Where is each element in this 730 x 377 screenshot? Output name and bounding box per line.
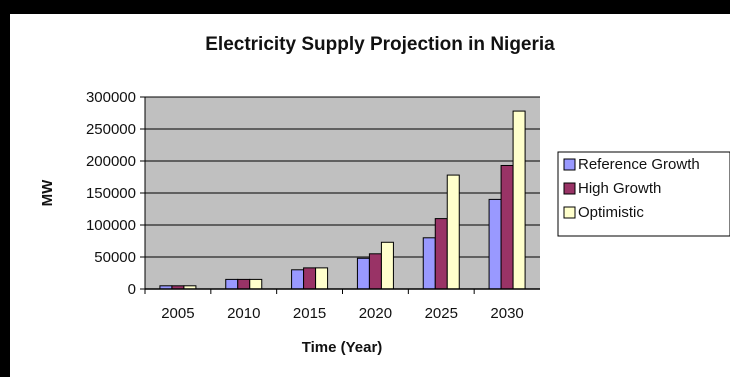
y-axis-label: MW (39, 179, 56, 206)
bar-high-growth-2030 (500, 164, 514, 290)
bar-high-growth-2020 (368, 253, 382, 290)
legend-swatch (563, 182, 576, 195)
bar-high-growth-2025 (434, 218, 448, 290)
gridlines (145, 96, 540, 258)
frame-left-border (0, 0, 10, 377)
bar-high-growth-2015 (303, 267, 317, 290)
x-axis-ticks: 2005 2010 2015 2020 2025 2030 (144, 289, 524, 322)
y-tick-label: 300000 (86, 89, 136, 106)
x-axis-label: Time (Year) (302, 339, 383, 356)
y-tick-label: 0 (128, 281, 136, 298)
chart-title: Electricity Supply Projection in Nigeria (205, 34, 555, 55)
x-tick-label: 2030 (490, 305, 523, 322)
x-tick-label: 2025 (425, 305, 458, 322)
y-tick-label: 200000 (86, 153, 136, 170)
bar-high-growth-2010 (237, 278, 251, 290)
x-tick-label: 2020 (359, 305, 392, 322)
frame-top-border (0, 0, 730, 14)
legend-label: Optimistic (578, 204, 644, 221)
legend-swatch (563, 206, 576, 219)
y-axis-ticks: 0 50000 100000 150000 200000 250000 300000 (86, 89, 145, 298)
y-tick-label: 50000 (94, 249, 136, 266)
bar-optimistic-2020 (380, 241, 394, 290)
legend: Reference Growth High Growth Optimistic (557, 151, 730, 237)
y-tick-label: 150000 (86, 185, 136, 202)
y-tick-label: 100000 (86, 217, 136, 234)
bar-reference-growth-2025 (422, 237, 436, 290)
bar-reference-growth-2015 (291, 269, 305, 290)
x-tick-label: 2005 (161, 305, 194, 322)
plot-area: 0 50000 100000 150000 200000 250000 300000 200… (86, 89, 540, 322)
bar-reference-growth-2010 (225, 278, 239, 290)
legend-label: High Growth (578, 180, 661, 197)
y-tick-label: 250000 (86, 121, 136, 138)
x-tick-label: 2010 (227, 305, 260, 322)
legend-label: Reference Growth (578, 156, 700, 173)
bars (159, 110, 526, 290)
legend-swatch (563, 158, 576, 171)
bar-reference-growth-2020 (356, 257, 370, 290)
x-tick-label: 2015 (293, 305, 326, 322)
legend-box (557, 151, 730, 237)
bar-reference-growth-2030 (488, 198, 502, 290)
bar-optimistic-2025 (446, 174, 460, 290)
bar-optimistic-2030 (512, 110, 526, 290)
bar-optimistic-2015 (315, 267, 329, 290)
bar-optimistic-2010 (249, 278, 263, 290)
